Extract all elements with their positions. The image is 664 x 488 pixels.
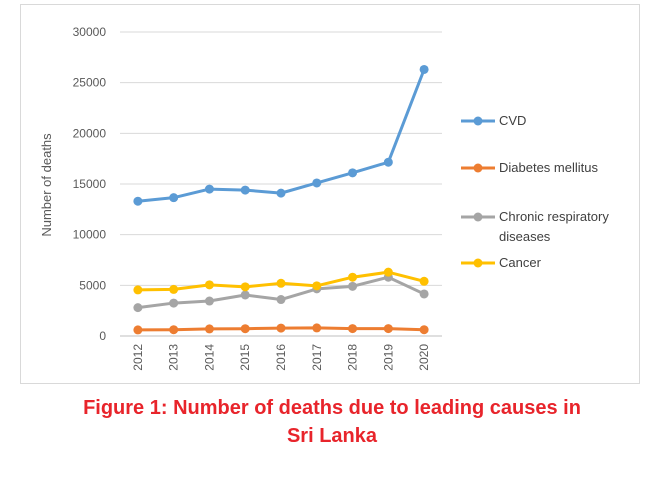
series-lines [133, 64, 429, 335]
caption-line-1: Figure 1: Number of deaths due to leadin… [83, 397, 581, 419]
data-point [240, 324, 250, 334]
legend-swatch-marker [473, 163, 483, 173]
data-point [276, 188, 286, 198]
x-tick-label: 2014 [202, 344, 216, 371]
data-point [169, 193, 179, 203]
data-point [240, 290, 250, 300]
y-tick-label: 20000 [73, 126, 107, 140]
series-diabetes-mellitus [133, 323, 429, 335]
y-axis-ticks: 0 5000 10000 15000 20000 25000 30000 [73, 25, 107, 343]
legend: CVD Diabetes mellitus Chronic respiratory d… [461, 113, 609, 270]
data-point [276, 278, 286, 288]
data-point [133, 196, 143, 206]
y-tick-label: 10000 [73, 228, 107, 242]
x-tick-label: 2020 [417, 344, 431, 371]
x-tick-label: 2013 [167, 344, 181, 371]
data-point [169, 325, 179, 335]
legend-label: Chronic respiratory diseases [499, 209, 609, 244]
legend-item: Cancer [461, 255, 542, 270]
data-point [204, 184, 214, 194]
data-point [240, 282, 250, 292]
y-tick-label: 15000 [73, 177, 107, 191]
data-point [169, 284, 179, 294]
data-point [348, 324, 358, 334]
y-tick-label: 0 [99, 329, 106, 343]
data-point [240, 185, 250, 195]
chart-frame: 0 5000 10000 15000 20000 25000 30000 2012 2013 2… [20, 4, 640, 384]
caption-line-2: Sri Lanka [286, 425, 378, 447]
data-point [419, 276, 429, 286]
data-point [383, 267, 393, 277]
legend-label: Diabetes mellitus [499, 160, 598, 175]
x-tick-label: 2012 [131, 344, 145, 371]
x-tick-label: 2018 [346, 344, 360, 371]
series-cvd [133, 64, 429, 206]
data-point [383, 157, 393, 167]
data-point [348, 272, 358, 282]
legend-item: Chronic respiratory diseases [461, 209, 609, 244]
data-point [419, 289, 429, 299]
x-tick-label: 2019 [381, 344, 395, 371]
data-point [312, 281, 322, 291]
x-tick-label: 2017 [310, 344, 324, 371]
data-point [133, 303, 143, 313]
legend-swatch-marker [473, 116, 483, 126]
data-point [348, 281, 358, 291]
series-chronic-respiratory-diseases [133, 272, 429, 313]
y-axis-label: Number of deaths [39, 133, 54, 237]
data-point [312, 323, 322, 333]
x-tick-label: 2016 [274, 344, 288, 371]
data-point [348, 168, 358, 178]
y-tick-label: 30000 [73, 25, 107, 39]
data-point [419, 325, 429, 335]
x-tick-label: 2015 [238, 344, 252, 371]
data-point [204, 324, 214, 334]
data-point [204, 296, 214, 306]
data-point [276, 323, 286, 333]
data-point [383, 324, 393, 334]
data-point [276, 295, 286, 305]
data-point [133, 285, 143, 295]
y-tick-label: 25000 [73, 76, 107, 90]
legend-swatch-marker [473, 212, 483, 222]
data-point [133, 325, 143, 335]
series-line [137, 68, 426, 203]
legend-swatch-marker [473, 258, 483, 268]
x-axis-ticks: 2012 2013 2014 2015 2016 2017 2018 2019 2020 [131, 344, 431, 371]
data-point [204, 280, 214, 290]
data-point [312, 178, 322, 188]
legend-label: CVD [499, 113, 526, 128]
data-point [169, 298, 179, 308]
legend-item: CVD [461, 113, 526, 128]
y-tick-label: 5000 [79, 278, 106, 292]
legend-item: Diabetes mellitus [461, 160, 598, 175]
data-point [419, 64, 429, 74]
series-cancer [133, 267, 429, 295]
figure-caption: Figure 1: Number of deaths due to leadin… [0, 394, 664, 450]
legend-label: Cancer [499, 255, 542, 270]
